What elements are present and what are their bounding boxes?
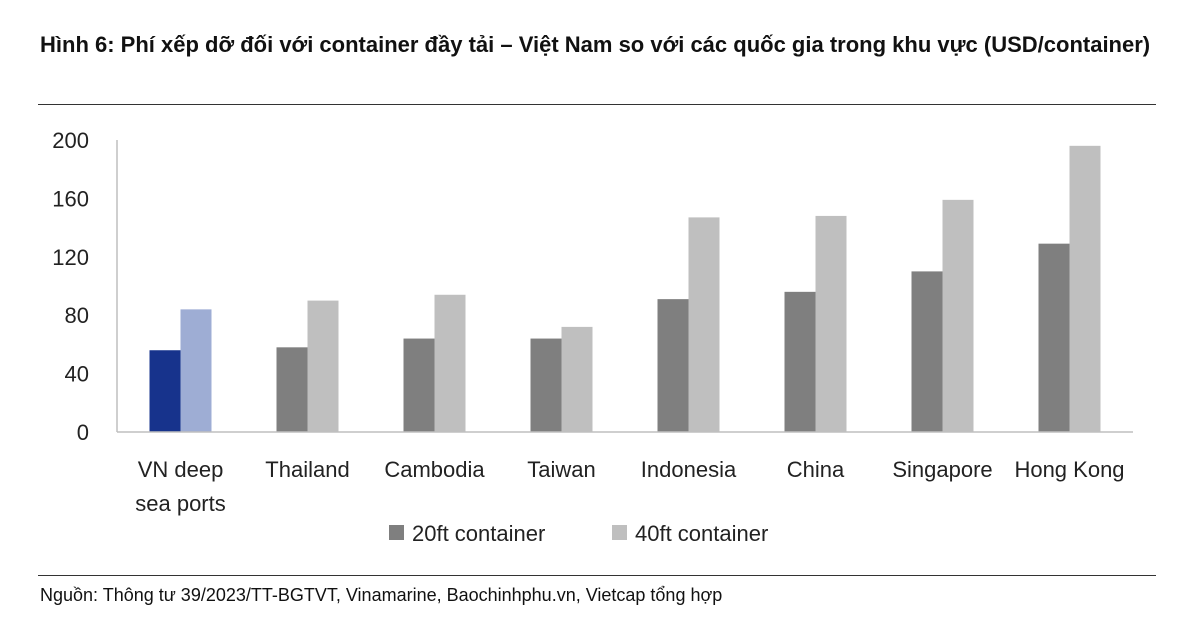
bar-40ft [688,217,720,432]
bar-40ft [942,199,974,432]
y-tick-label: 80 [65,303,89,328]
source-divider [38,575,1156,576]
bars [149,145,1101,432]
bar-20ft [276,347,308,432]
bar-20ft [784,291,816,432]
legend: 20ft container 40ft container [389,521,768,546]
legend-swatch [389,525,404,540]
x-tick-label: Cambodia [384,457,485,482]
legend-label: 20ft container [412,521,545,546]
y-tick-label: 0 [77,420,89,445]
bar-chart: 0 40 80 120 160 200 VN deep sea ports Thailand C… [52,128,1133,546]
bar-20ft [403,338,435,432]
bar-20ft [1038,243,1070,432]
bar-40ft [815,215,847,432]
bar-20ft [149,350,181,432]
source-note: Nguồn: Thông tư 39/2023/TT-BGTVT, Vinama… [40,585,723,605]
chart-title: Hình 6: Phí xếp dỡ đối với container đầy… [40,32,1151,57]
bar-20ft [530,338,562,432]
x-tick-label: Hong Kong [1014,457,1124,482]
y-tick-label: 40 [65,362,89,387]
y-axis: 0 40 80 120 160 200 [52,128,118,445]
bar-40ft [1069,145,1101,432]
x-tick-label: Thailand [265,457,349,482]
title-divider [38,104,1156,105]
x-tick-label: Singapore [892,457,992,482]
x-tick-label: Indonesia [641,457,737,482]
x-tick-label: sea ports [135,491,226,516]
bar-20ft [657,299,689,432]
y-tick-label: 120 [52,245,89,270]
legend-swatch [612,525,627,540]
y-tick-label: 160 [52,186,89,211]
bar-20ft [911,271,943,432]
y-tick-label: 200 [52,128,89,153]
x-axis: VN deep sea ports Thailand Cambodia Taiwan In… [117,431,1133,516]
legend-label: 40ft container [635,521,768,546]
bar-40ft [434,294,466,432]
x-tick-label: Taiwan [527,457,595,482]
x-tick-label: China [787,457,845,482]
bar-40ft [561,326,593,432]
bar-40ft [307,300,339,432]
bar-40ft [180,309,212,432]
x-tick-label: VN deep [138,457,224,482]
